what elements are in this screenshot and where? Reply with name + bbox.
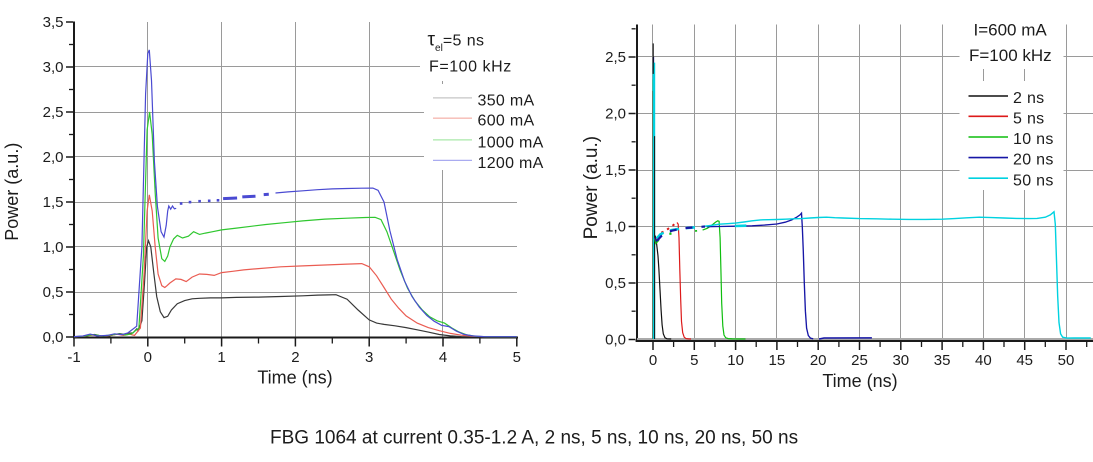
svg-text:50: 50 — [1058, 352, 1075, 369]
svg-text:4: 4 — [439, 349, 447, 366]
svg-text:15: 15 — [769, 352, 786, 369]
svg-text:3,5: 3,5 — [43, 14, 64, 31]
svg-text:3: 3 — [365, 349, 373, 366]
svg-text:1000 mA: 1000 mA — [478, 134, 544, 151]
svg-text:1,5: 1,5 — [43, 194, 64, 211]
svg-text:3,0: 3,0 — [43, 59, 64, 76]
svg-text:2,5: 2,5 — [43, 104, 64, 121]
svg-text:Time (ns): Time (ns) — [257, 368, 332, 388]
svg-text:2 ns: 2 ns — [1013, 90, 1044, 107]
svg-text:30: 30 — [892, 352, 909, 369]
svg-text:20: 20 — [810, 352, 827, 369]
svg-text:1200 mA: 1200 mA — [478, 155, 544, 172]
svg-text:0: 0 — [144, 349, 152, 366]
svg-text:FBG 1064 at current 0.35-1.2 A: FBG 1064 at current 0.35-1.2 A, 2 ns, 5 … — [270, 428, 798, 449]
svg-text:2,0: 2,0 — [43, 149, 64, 166]
svg-text:5 ns: 5 ns — [1013, 110, 1044, 127]
svg-text:2: 2 — [291, 349, 299, 366]
svg-text:0,5: 0,5 — [605, 275, 626, 292]
svg-text:20 ns: 20 ns — [1013, 152, 1054, 169]
svg-text:45: 45 — [1016, 352, 1033, 369]
svg-text:0,0: 0,0 — [605, 332, 626, 349]
svg-text:0,0: 0,0 — [43, 329, 64, 346]
svg-text:0,5: 0,5 — [43, 284, 64, 301]
svg-text:10: 10 — [727, 352, 744, 369]
svg-text:5: 5 — [513, 349, 521, 366]
svg-text:Power (a.u.): Power (a.u.) — [581, 136, 602, 239]
svg-text:-1: -1 — [67, 349, 80, 366]
svg-text:2,5: 2,5 — [605, 49, 626, 66]
svg-text:2,0: 2,0 — [605, 106, 626, 123]
svg-text:1: 1 — [217, 349, 225, 366]
svg-text:Time (ns): Time (ns) — [822, 371, 897, 391]
svg-text:10 ns: 10 ns — [1013, 131, 1054, 148]
svg-text:1,5: 1,5 — [605, 162, 626, 179]
svg-text:5: 5 — [690, 352, 698, 369]
svg-text:0: 0 — [649, 352, 657, 369]
svg-text:35: 35 — [934, 352, 951, 369]
svg-text:40: 40 — [975, 352, 992, 369]
svg-text:1,0: 1,0 — [43, 239, 64, 256]
svg-text:F=100 kHz: F=100 kHz — [429, 59, 512, 76]
svg-text:350 mA: 350 mA — [478, 92, 535, 109]
svg-text:Power (a.u.): Power (a.u.) — [2, 143, 22, 241]
svg-text:F=100 kHz: F=100 kHz — [969, 46, 1052, 65]
svg-text:I=600 mA: I=600 mA — [974, 21, 1048, 40]
svg-text:50 ns: 50 ns — [1013, 172, 1054, 189]
svg-text:25: 25 — [851, 352, 868, 369]
svg-text:600 mA: 600 mA — [478, 113, 535, 130]
svg-text:1,0: 1,0 — [605, 219, 626, 236]
